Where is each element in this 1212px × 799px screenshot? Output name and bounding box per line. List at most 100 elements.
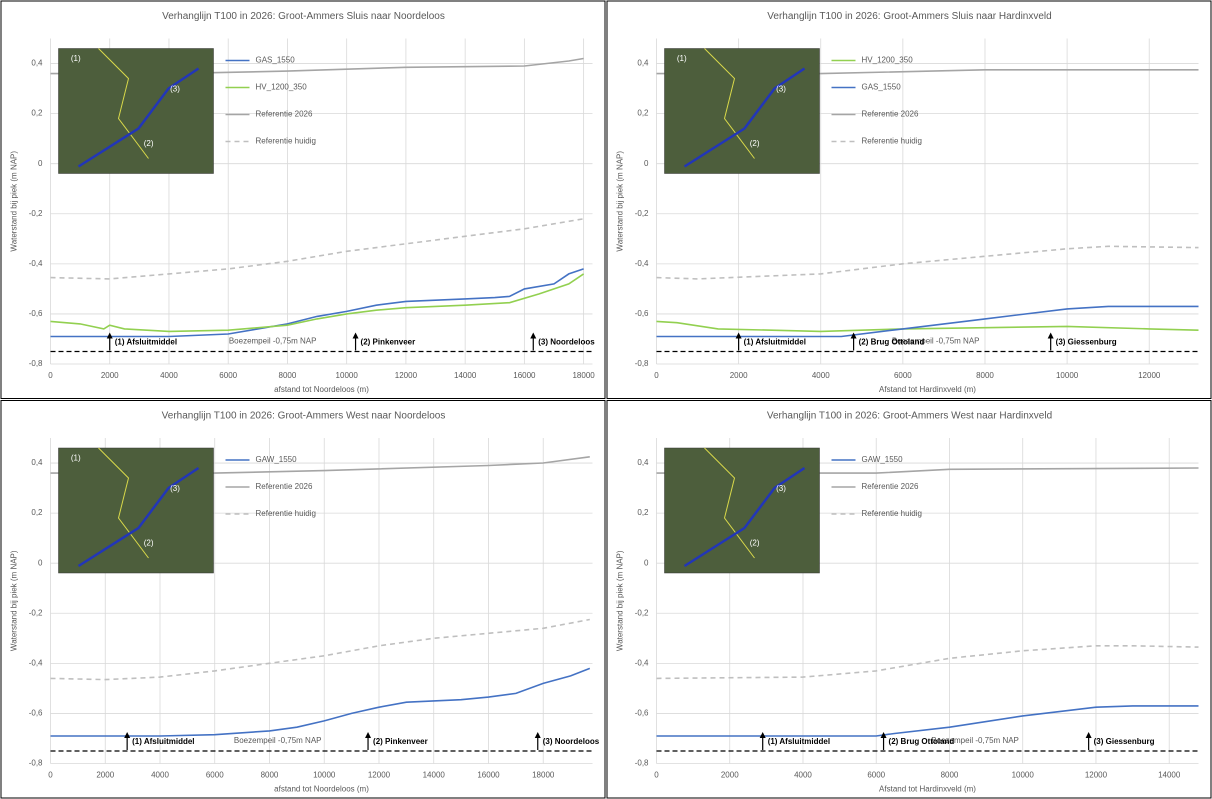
y-tick-label: -0,8 (29, 359, 43, 368)
x-tick-label: 8000 (976, 371, 994, 380)
x-axis-label: afstand tot Noordeloos (m) (274, 785, 369, 794)
chart-panel: Verhanglijn T100 in 2026: Groot-Ammers S… (1, 1, 605, 399)
x-tick-label: 14000 (423, 771, 446, 780)
legend-label: HV_1200_350 (862, 56, 914, 65)
annotation-label: (2) Pinkenveer (373, 737, 428, 746)
map-label: (3) (776, 84, 786, 93)
y-tick-label: -0,4 (635, 658, 649, 667)
legend-label: Referentie huidig (256, 137, 316, 146)
map-inset (665, 448, 820, 573)
x-tick-label: 0 (654, 371, 659, 380)
y-tick-label: -0,6 (635, 709, 649, 718)
x-tick-label: 18000 (572, 371, 595, 380)
x-tick-label: 8000 (279, 371, 297, 380)
x-tick-label: 16000 (513, 371, 536, 380)
x-tick-label: 8000 (261, 771, 279, 780)
legend-label: Referentie 2026 (256, 110, 313, 119)
x-tick-label: 0 (48, 371, 53, 380)
x-tick-label: 12000 (1138, 371, 1161, 380)
y-tick-label: 0,4 (31, 59, 43, 68)
y-tick-label: 0,2 (31, 109, 43, 118)
x-tick-label: 10000 (1012, 771, 1035, 780)
x-tick-label: 8000 (941, 771, 959, 780)
y-tick-label: -0,2 (635, 209, 649, 218)
x-tick-label: 2000 (96, 771, 114, 780)
legend-label: Referentie 2026 (862, 110, 919, 119)
annotation-label: (1) Afsluitmiddel (115, 338, 177, 347)
y-tick-label: -0,8 (635, 759, 649, 768)
legend-label: GAS_1550 (256, 56, 296, 65)
y-tick-label: 0 (38, 558, 43, 567)
legend-label: Referentie huidig (862, 509, 922, 518)
legend-label: Referentie huidig (256, 509, 316, 518)
x-tick-label: 2000 (730, 371, 748, 380)
chart-panel: Verhanglijn T100 in 2026: Groot-Ammers W… (607, 401, 1211, 799)
annotation-label: (2) Brug Ottoland (889, 737, 955, 746)
chart-title: Verhanglijn T100 in 2026: Groot-Ammers W… (162, 411, 446, 422)
y-tick-label: -0,4 (635, 259, 649, 268)
map-label: (2) (144, 538, 154, 547)
annotation-label: (1) Afsluitmiddel (768, 737, 830, 746)
map-label: (2) (750, 538, 760, 547)
y-axis-label: Waterstand bij piek (m NAP) (616, 550, 625, 651)
reference-label: Boezempeil -0,75m NAP (229, 337, 317, 346)
legend-label: Referentie 2026 (256, 482, 313, 491)
y-tick-label: 0 (644, 159, 649, 168)
annotation-label: (3) Giessenburg (1056, 338, 1117, 347)
reference-label: Boezempeil -0,75m NAP (234, 736, 322, 745)
y-tick-label: 0,2 (637, 508, 649, 517)
legend-label: HV_1200_350 (256, 83, 308, 92)
x-tick-label: 4000 (160, 371, 178, 380)
map-label: (1) (71, 453, 81, 462)
y-tick-label: -0,8 (29, 759, 43, 768)
x-tick-label: 6000 (206, 771, 224, 780)
annotation-label: (3) Noordeloos (543, 737, 600, 746)
x-tick-label: 2000 (721, 771, 739, 780)
x-tick-label: 16000 (477, 771, 500, 780)
y-tick-label: -0,6 (635, 309, 649, 318)
y-tick-label: 0,4 (637, 458, 649, 467)
map-label: (3) (776, 484, 786, 493)
y-axis-label: Waterstand bij piek (m NAP) (10, 550, 19, 651)
map-label: (2) (144, 139, 154, 148)
y-tick-label: 0,4 (31, 458, 43, 467)
map-label: (3) (170, 484, 180, 493)
x-tick-label: 12000 (395, 371, 418, 380)
x-tick-label: 0 (48, 771, 53, 780)
x-tick-label: 10000 (1056, 371, 1079, 380)
legend-label: GAW_1550 (256, 455, 298, 464)
y-tick-label: 0,2 (31, 508, 43, 517)
y-axis-label: Waterstand bij piek (m NAP) (10, 151, 19, 252)
chart-title: Verhanglijn T100 in 2026: Groot-Ammers W… (767, 411, 1052, 422)
y-tick-label: -0,6 (29, 709, 43, 718)
x-tick-label: 18000 (532, 771, 555, 780)
legend-label: GAW_1550 (862, 455, 904, 464)
chart-title: Verhanglijn T100 in 2026: Groot-Ammers S… (162, 11, 445, 22)
x-tick-label: 12000 (368, 771, 391, 780)
y-tick-label: -0,6 (29, 309, 43, 318)
x-tick-label: 6000 (867, 771, 885, 780)
map-label: (3) (170, 84, 180, 93)
y-tick-label: -0,4 (29, 259, 43, 268)
x-tick-label: 10000 (336, 371, 359, 380)
x-tick-label: 10000 (313, 771, 336, 780)
annotation-label: (3) Noordeloos (538, 338, 595, 347)
x-axis-label: afstand tot Noordeloos (m) (274, 385, 369, 394)
annotation-label: (1) Afsluitmiddel (744, 338, 806, 347)
x-tick-label: 14000 (454, 371, 477, 380)
map-inset (665, 49, 820, 174)
y-tick-label: -0,4 (29, 658, 43, 667)
annotation-label: (1) Afsluitmiddel (132, 737, 194, 746)
annotation-label: (3) Giessenburg (1094, 737, 1155, 746)
map-inset (59, 49, 214, 174)
map-label: (1) (677, 54, 687, 63)
y-tick-label: 0,4 (637, 59, 649, 68)
y-tick-label: 0,2 (637, 109, 649, 118)
chart-title: Verhanglijn T100 in 2026: Groot-Ammers S… (767, 11, 1051, 22)
y-axis-label: Waterstand bij piek (m NAP) (616, 151, 625, 252)
x-tick-label: 6000 (894, 371, 912, 380)
y-tick-label: 0 (38, 159, 43, 168)
y-tick-label: -0,2 (635, 608, 649, 617)
x-tick-label: 4000 (812, 371, 830, 380)
y-tick-label: -0,2 (29, 209, 43, 218)
